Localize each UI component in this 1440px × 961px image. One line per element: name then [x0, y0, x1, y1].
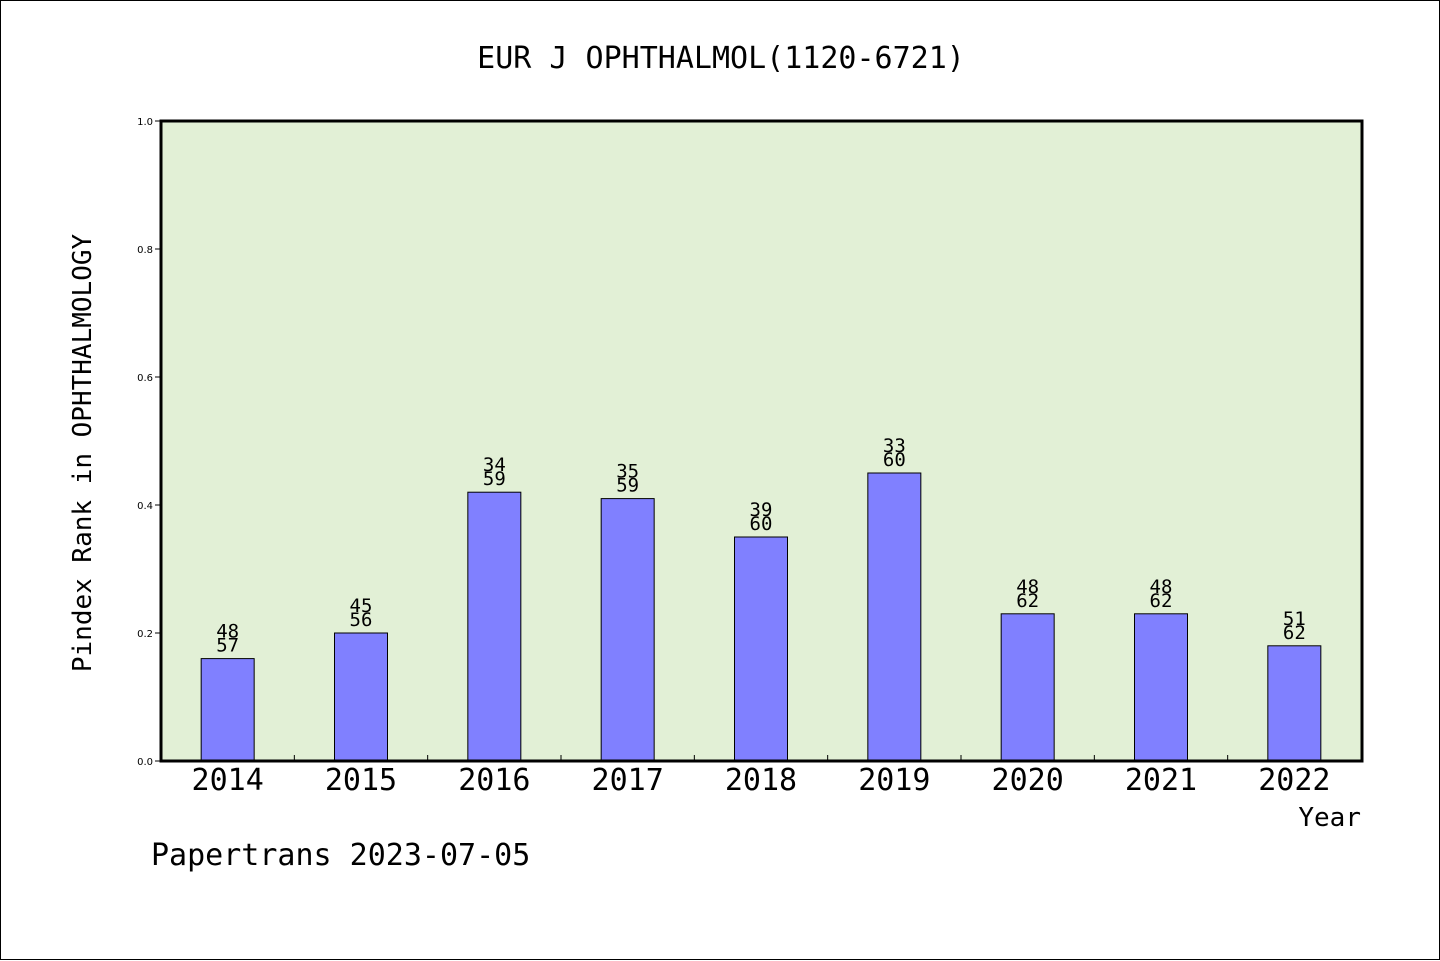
bar-label-bottom: 56: [350, 609, 373, 631]
x-tick-labels: 2014 2015 2016 2017 2018 2019 2020 2021 2022: [192, 763, 1331, 798]
bar-2016: [467, 491, 522, 762]
bars: [200, 472, 1322, 762]
y-axis-ticks: 0.0 0.2 0.4 0.6 0.8 1.0: [137, 117, 161, 768]
plot-border: [159, 119, 1364, 763]
bar-label-bottom: 62: [1016, 590, 1039, 612]
bar-label-top: 51: [1283, 608, 1306, 630]
y-tick-label: 0.4: [137, 501, 153, 512]
bar-2019: [867, 472, 922, 762]
bar-label-bottom: 62: [1150, 590, 1173, 612]
bar-label-top: 39: [750, 499, 773, 521]
bar-label-top: 35: [616, 461, 639, 483]
y-tick-label: 1.0: [137, 117, 153, 128]
x-tick-label: 2016: [458, 763, 530, 798]
bar-label-bottom: 59: [483, 468, 506, 490]
bar-2018: [734, 536, 788, 762]
y-axis-label: Pindex Rank in OPHTHALMOLOGY: [68, 234, 98, 673]
bar-label-top: 48: [216, 621, 239, 643]
bar-label-bottom: 57: [216, 635, 239, 657]
x-tick-label: 2022: [1258, 763, 1330, 798]
bar-label-bottom: 62: [1283, 622, 1306, 644]
bar-2015: [334, 632, 388, 762]
x-tick-label: 2014: [192, 763, 264, 798]
watermark-text: Papertrans 2023-07-05: [151, 838, 530, 873]
bar-label-top: 48: [1016, 576, 1039, 598]
bar-label-bottom: 59: [616, 475, 639, 497]
bar-label-top: 34: [483, 454, 506, 476]
bar-2014: [200, 658, 255, 762]
chart-title: EUR J OPHTHALMOL(1120-6721): [477, 41, 965, 76]
bar-2021: [1134, 613, 1188, 762]
bar-2017: [600, 498, 655, 762]
bar-label-bottom: 60: [883, 449, 906, 471]
bar-label-top: 45: [350, 595, 373, 617]
x-tick-label: 2017: [592, 763, 664, 798]
x-tick-label: 2021: [1125, 763, 1197, 798]
x-axis-label: Year: [1298, 803, 1361, 833]
bar-label-top: 33: [883, 435, 906, 457]
x-tick-label: 2018: [725, 763, 797, 798]
bar-label-top: 48: [1150, 576, 1173, 598]
x-tick-label: 2020: [992, 763, 1064, 798]
x-tick-label: 2019: [858, 763, 930, 798]
bar-2020: [1000, 613, 1055, 762]
y-tick-label: 0.0: [137, 757, 153, 768]
y-tick-label: 0.8: [137, 245, 153, 256]
y-tick-label: 0.2: [137, 629, 153, 640]
bar-2022: [1267, 645, 1322, 762]
y-tick-label: 0.6: [137, 373, 153, 384]
bar-label-bottom: 60: [750, 513, 773, 535]
x-tick-label: 2015: [325, 763, 397, 798]
